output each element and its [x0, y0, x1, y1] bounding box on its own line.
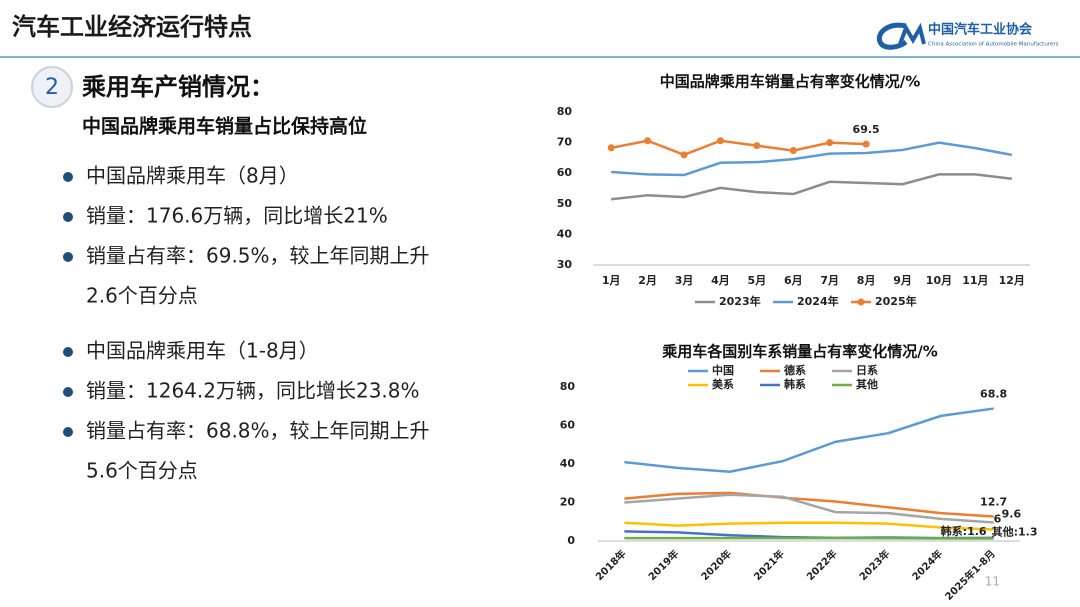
legend-marker: [857, 298, 865, 306]
y-tick-label: 40: [560, 457, 576, 470]
x-tick-label: 4月: [711, 274, 730, 287]
series-line: [611, 173, 1012, 201]
bullet-text: 销量：1264.2万辆，同比增长23.8%: [86, 379, 420, 403]
bullet-dot: [63, 387, 73, 397]
chart-title: 中国品牌乘用车销量占有率变化情况/%: [660, 73, 921, 91]
x-tick-label: 2月: [638, 274, 657, 287]
series-line: [624, 521, 994, 531]
data-label: 其他:1.3: [992, 524, 1038, 538]
legend-label: 2023年: [719, 294, 761, 308]
chart-title: 乘用车各国别车系销量占有率变化情况/%: [661, 343, 938, 361]
y-tick-label: 60: [557, 166, 573, 179]
legend-label: 韩系: [784, 377, 806, 391]
x-tick-label: 5月: [748, 274, 767, 287]
data-label: 68.8: [980, 388, 1007, 401]
bullet-dot: [63, 212, 73, 222]
y-tick-label: 30: [557, 258, 573, 271]
point-marker: [862, 140, 870, 148]
logo-subtitle: China Association of Automobile Manufact…: [928, 42, 1059, 48]
x-tick-label: 3月: [675, 274, 694, 287]
slide-title: 汽车工业经济运行特点: [12, 13, 252, 41]
legend-label: 日系: [856, 363, 878, 377]
x-tick-label: 6月: [784, 274, 803, 287]
y-tick-label: 0: [567, 534, 575, 547]
x-tick-label: 7月: [820, 274, 839, 287]
data-label: 12.7: [980, 496, 1007, 509]
x-tick-label: 8月: [857, 274, 876, 287]
y-tick-label: 70: [557, 136, 573, 149]
x-tick-label: 10月: [926, 274, 952, 287]
data-label: 韩系:1.6: [941, 524, 987, 538]
x-tick-label: 1月: [602, 274, 621, 287]
bullet-text: 销量占有率：68.8%，较上年同期上升: [86, 419, 430, 443]
series-line: [624, 493, 994, 524]
x-tick-label: 9月: [893, 274, 912, 287]
legend-label: 德系: [783, 363, 806, 377]
section-subtitle: 中国品牌乘用车销量占比保持高位: [82, 115, 367, 138]
y-tick-label: 60: [560, 419, 576, 432]
data-label: 9.6: [1002, 508, 1022, 521]
bullet-dot: [63, 252, 73, 262]
bullet-text: 销量占有率：69.5%，较上年同期上升: [86, 244, 430, 268]
data-label: 6: [994, 512, 1002, 525]
legend-label: 美系: [712, 377, 734, 391]
series-line: [610, 139, 867, 157]
legend-label: 其他: [856, 377, 878, 391]
point-marker: [753, 142, 761, 150]
point-marker: [826, 139, 834, 147]
section-number: 2: [45, 75, 59, 100]
bullet-text: 中国品牌乘用车（1-8月）: [86, 339, 319, 363]
page-number: 11: [985, 575, 1000, 589]
point-marker: [607, 144, 615, 152]
bullet-dot: [63, 347, 73, 357]
logo-name: 中国汽车工业协会: [928, 22, 1033, 38]
bullet-text: 销量：176.6万辆，同比增长21%: [86, 204, 388, 228]
logo-mark: [876, 22, 926, 50]
x-tick-label: 12月: [999, 274, 1025, 287]
bullet-text: 2.6个百分点: [86, 284, 198, 308]
point-marker: [680, 151, 688, 159]
y-tick-label: 80: [557, 105, 573, 118]
data-label: 69.5: [853, 123, 880, 136]
section-badge: [31, 66, 73, 108]
legend-label: 2025年: [875, 294, 917, 308]
point-marker: [644, 137, 652, 145]
y-tick-label: 20: [560, 496, 576, 509]
point-marker: [716, 137, 724, 145]
legend-label: 2024年: [797, 294, 839, 308]
series-line: [624, 491, 994, 518]
bullet-text: 5.6个百分点: [86, 459, 198, 483]
point-marker: [789, 147, 797, 155]
y-tick-label: 50: [557, 197, 573, 210]
series-line: [624, 407, 994, 473]
legend-label: 中国: [712, 363, 734, 377]
y-tick-label: 40: [557, 227, 573, 240]
section-title: 乘用车产销情况：: [81, 73, 274, 101]
x-tick-label: 11月: [962, 274, 988, 287]
bullet-dot: [63, 427, 73, 437]
series-line: [611, 141, 1013, 177]
y-tick-label: 80: [560, 380, 576, 393]
bullet-dot: [63, 172, 73, 182]
bullet-text: 中国品牌乘用车（8月）: [86, 164, 299, 188]
